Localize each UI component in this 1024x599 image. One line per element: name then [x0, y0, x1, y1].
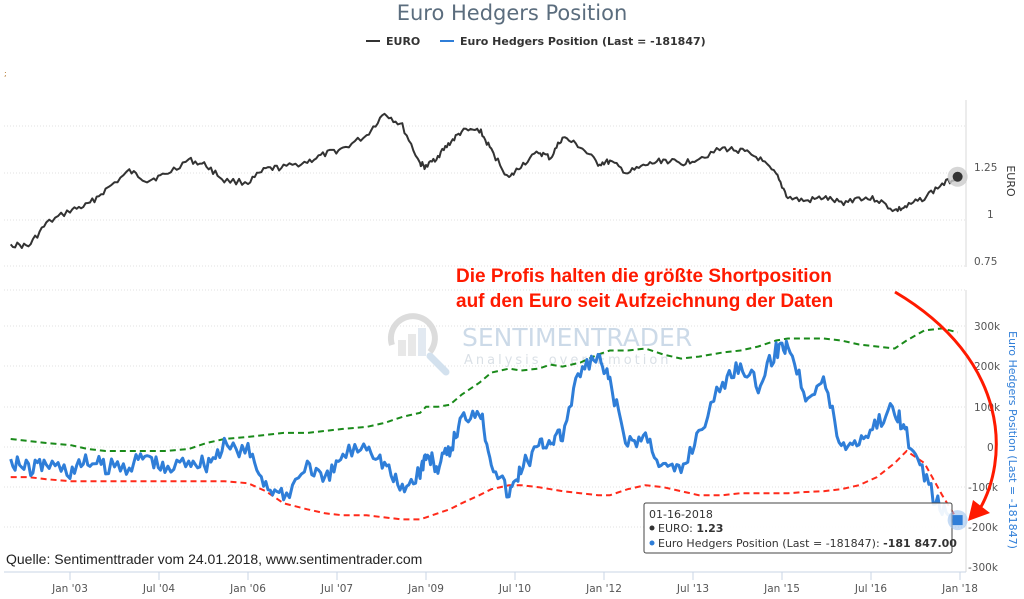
top-y-tick-label: 1 — [987, 209, 994, 221]
chart-title: Euro Hedgers Position — [397, 1, 628, 25]
bottom-y-axis-title: Euro Hedgers Position (Last = -181847) — [1006, 331, 1019, 549]
series-upper-band-line — [10, 327, 958, 452]
bottom-y-tick-label: -300k — [968, 562, 999, 574]
x-tick-label: Jan '18 — [941, 583, 978, 595]
tooltip-hedgers-bullet — [649, 540, 655, 546]
top-y-tick-label: 1.25 — [974, 162, 997, 174]
x-tick-label: Jan '06 — [229, 583, 266, 595]
legend-hedgers-label: Euro Hedgers Position (Last = -181847) — [460, 35, 706, 48]
tooltip-hedgers-label: Euro Hedgers Position (Last = -181847): — [658, 537, 883, 550]
bottom-y-tick-label: 200k — [974, 361, 1001, 373]
series-layer — [9, 112, 959, 523]
tooltip-euro-value: 1.23 — [696, 522, 723, 535]
bottom-y-tick-label: 0 — [987, 442, 994, 454]
bottom-y-tick-label: 300k — [974, 321, 1001, 333]
sentimentrader-watermark: SENTIMENTRADER Analysis over Emotion — [387, 313, 692, 376]
x-tick-label: Jan '03 — [51, 583, 88, 595]
bottom-y-tick-label: -100k — [968, 482, 999, 494]
arrow-head-icon — [968, 500, 990, 521]
tooltip-euro-row: EURO: 1.23 — [658, 522, 723, 535]
x-tick-label: Jul '16 — [854, 583, 888, 595]
legend-euro-label: EURO — [386, 35, 420, 48]
series-lower-band-line — [10, 449, 959, 521]
bottom-y-tick-label: 100k — [974, 402, 1001, 414]
hover-markers — [947, 166, 968, 531]
tooltip-date: 01-16-2018 — [649, 508, 713, 521]
source-note: Quelle: Sentimenttrader vom 24.01.2018, … — [6, 551, 422, 567]
x-tick-label: Jul '07 — [320, 583, 353, 595]
top-grid — [4, 125, 966, 267]
x-tick-label: Jul '04 — [142, 583, 176, 595]
hedgers-hover-point[interactable] — [952, 515, 963, 526]
top-y-tick-label: 0.75 — [974, 256, 997, 268]
x-tick-label: Jan '09 — [407, 583, 444, 595]
tooltip-euro-label: EURO: — [658, 522, 696, 535]
bottom-y-tick-label: -200k — [968, 522, 999, 534]
x-tick-label: Jan '12 — [585, 583, 622, 595]
tooltip: 01-16-2018 EURO: 1.23 Euro Hedgers Posit… — [643, 502, 957, 554]
x-tick-label: Jul '13 — [676, 583, 709, 595]
x-tick-label: Jul '10 — [498, 583, 531, 595]
watermark-logo-icon — [387, 313, 450, 376]
tooltip-hedgers-value: -181 847.00 — [883, 537, 957, 550]
annotation-line-2: auf den Euro seit Aufzeichnung der Daten — [456, 291, 833, 312]
x-tick-label: Jan '15 — [763, 583, 800, 595]
series-hedgers-line — [9, 339, 959, 523]
bottom-y-ticks: 300k 200k 100k 0 -100k -200k -300k — [968, 321, 1001, 574]
watermark-brand: SENTIMENTRADER — [462, 323, 692, 352]
euro-hover-point[interactable] — [952, 171, 963, 182]
legend-item-euro[interactable]: EURO — [366, 35, 420, 48]
x-axis-ticks: Jan '03 Jul '04 Jan '06 Jul '07 Jan '09 Jul '… — [51, 572, 978, 595]
tooltip-euro-bullet — [649, 525, 655, 531]
small-mark: ; — [4, 69, 7, 78]
annotation-arrow — [894, 290, 998, 521]
series-euro-line — [9, 112, 959, 249]
tooltip-hedgers-row: Euro Hedgers Position (Last = -181847): … — [658, 537, 957, 550]
top-y-axis-title: EURO — [1004, 165, 1017, 197]
legend-item-hedgers[interactable]: Euro Hedgers Position (Last = -181847) — [440, 35, 706, 48]
watermark-tagline: Analysis over Emotion — [464, 353, 672, 368]
annotation-line-1: Die Profis halten die größte Shortpositi… — [456, 266, 832, 287]
